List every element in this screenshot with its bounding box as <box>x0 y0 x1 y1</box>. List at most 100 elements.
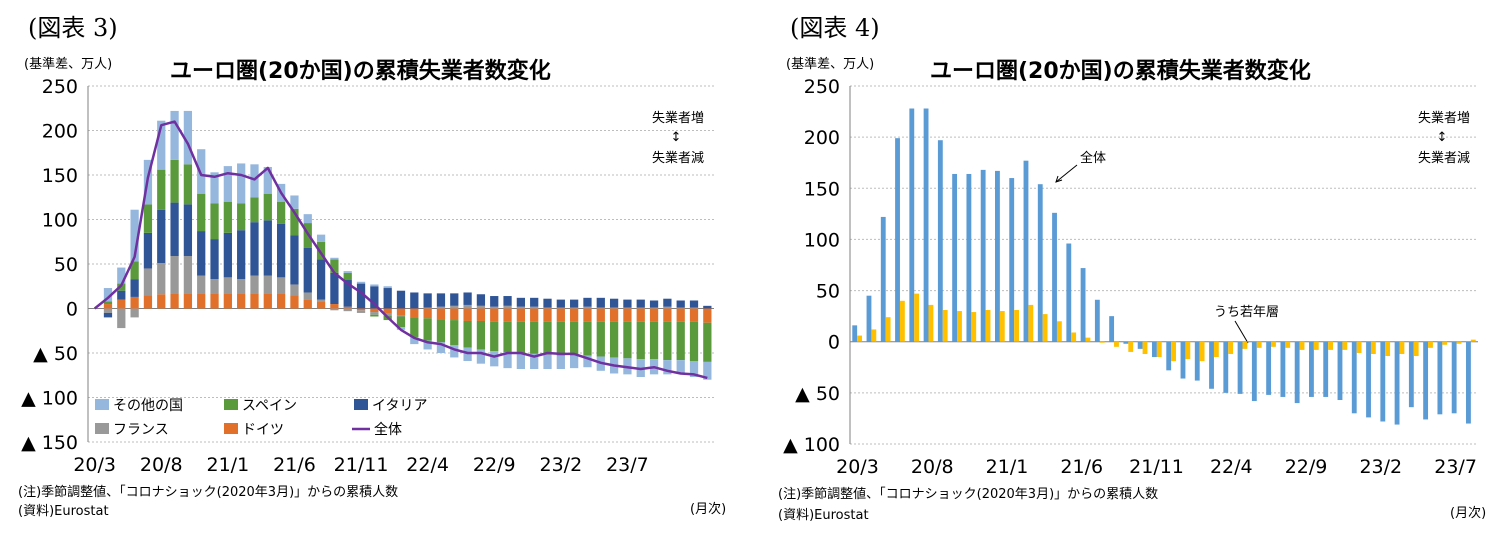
bar-germany <box>503 308 512 322</box>
bar-italy <box>636 299 645 308</box>
x-tick-label: 22/9 <box>473 454 516 476</box>
bar-others <box>343 271 352 273</box>
bar-others <box>503 352 512 369</box>
bar-italy <box>543 298 552 308</box>
panel4-annotation-total-arrowhead <box>1055 175 1063 183</box>
bar-france <box>543 307 552 309</box>
bar-youth <box>971 312 977 342</box>
bar-spain <box>663 321 672 361</box>
bar-france <box>157 263 166 295</box>
bar-germany <box>636 308 645 322</box>
bar-total <box>952 173 958 342</box>
x-tick-label: 21/11 <box>334 454 389 476</box>
bar-italy <box>530 297 539 307</box>
panel4-annotation-down: 失業者減 <box>1418 150 1470 166</box>
bar-germany <box>303 299 312 309</box>
bar-italy <box>583 297 592 307</box>
bar-youth <box>999 311 1005 342</box>
bar-italy <box>423 293 432 308</box>
bar-spain <box>223 201 232 233</box>
bar-france <box>623 307 632 309</box>
bar-total <box>1080 268 1086 342</box>
bar-spain <box>343 272 352 281</box>
bar-italy <box>143 232 153 269</box>
y-tick-label: 100 <box>42 210 78 232</box>
bar-italy <box>276 223 286 278</box>
bar-total <box>1423 341 1429 420</box>
bar-france <box>423 307 432 309</box>
panel3-annotation-arrow: ↕ <box>671 130 682 145</box>
bar-youth <box>1342 341 1348 350</box>
bar-total <box>1052 212 1057 342</box>
bar-youth <box>1228 341 1234 354</box>
bar-france <box>210 279 219 294</box>
bar-others <box>290 195 299 209</box>
bar-youth <box>1385 341 1391 357</box>
bar-total <box>980 169 986 342</box>
panel3-annotation-down: 失業者減 <box>652 150 704 166</box>
bar-spain <box>370 314 379 317</box>
bar-total <box>1152 341 1157 358</box>
bar-france <box>676 307 685 309</box>
y-tick-label: 250 <box>42 76 78 98</box>
y-tick-label: 200 <box>42 121 78 143</box>
bar-others <box>516 353 526 370</box>
bar-germany <box>623 308 632 322</box>
bar-france <box>290 284 299 296</box>
panel4-source: (資料)Eurostat <box>778 508 869 523</box>
y-tick-label: 0 <box>828 332 840 354</box>
bar-others <box>436 342 446 353</box>
bar-youth <box>1085 337 1091 342</box>
bar-youth <box>1199 341 1205 362</box>
bar-total <box>1109 316 1115 342</box>
bar-france <box>263 275 272 294</box>
bar-spain <box>436 319 446 343</box>
bar-total <box>1094 299 1100 342</box>
bar-germany <box>170 293 179 309</box>
bar-total <box>1223 341 1229 393</box>
bar-others <box>117 267 126 284</box>
x-tick-label: 22/4 <box>1210 456 1253 478</box>
bar-germany <box>463 308 472 321</box>
bar-youth <box>1114 341 1119 347</box>
bar-spain <box>103 301 113 305</box>
bar-spain <box>490 321 499 352</box>
panel4-figure-label: (図表 4) <box>790 14 880 42</box>
bar-others <box>370 284 379 287</box>
bar-total <box>1351 341 1357 414</box>
bar-italy <box>263 220 272 276</box>
bar-total <box>895 138 900 342</box>
bar-total <box>1123 341 1129 344</box>
x-tick-label: 23/7 <box>606 454 649 476</box>
bar-italy <box>503 296 512 306</box>
bar-total <box>1266 341 1272 395</box>
bar-italy <box>570 299 579 308</box>
bar-france <box>516 306 526 309</box>
bar-italy <box>676 300 685 308</box>
legend-swatch-france <box>95 423 109 434</box>
bar-spain <box>183 164 193 205</box>
bar-france <box>170 255 179 294</box>
bar-youth <box>1042 314 1048 342</box>
bar-france <box>636 307 645 309</box>
bar-total <box>1337 341 1343 401</box>
bar-spain <box>316 241 326 260</box>
bar-total <box>1009 178 1015 342</box>
y-tick-label: ▲ 150 <box>21 432 78 454</box>
y-tick-label: ▲ 50 <box>33 343 78 365</box>
y-tick-label: ▲ 100 <box>21 388 78 410</box>
bar-spain <box>263 193 272 221</box>
bar-spain <box>636 321 645 360</box>
y-tick-label: 0 <box>66 299 78 321</box>
bar-total <box>1237 341 1243 394</box>
bar-spain <box>143 204 153 233</box>
bar-others <box>330 257 339 260</box>
bar-total <box>1380 341 1386 422</box>
line-total <box>93 120 708 380</box>
bar-italy <box>463 292 472 305</box>
bar-italy <box>623 299 632 308</box>
bar-germany <box>263 293 272 309</box>
bar-germany <box>410 308 419 318</box>
bar-spain <box>276 201 286 224</box>
bar-germany <box>370 308 379 313</box>
